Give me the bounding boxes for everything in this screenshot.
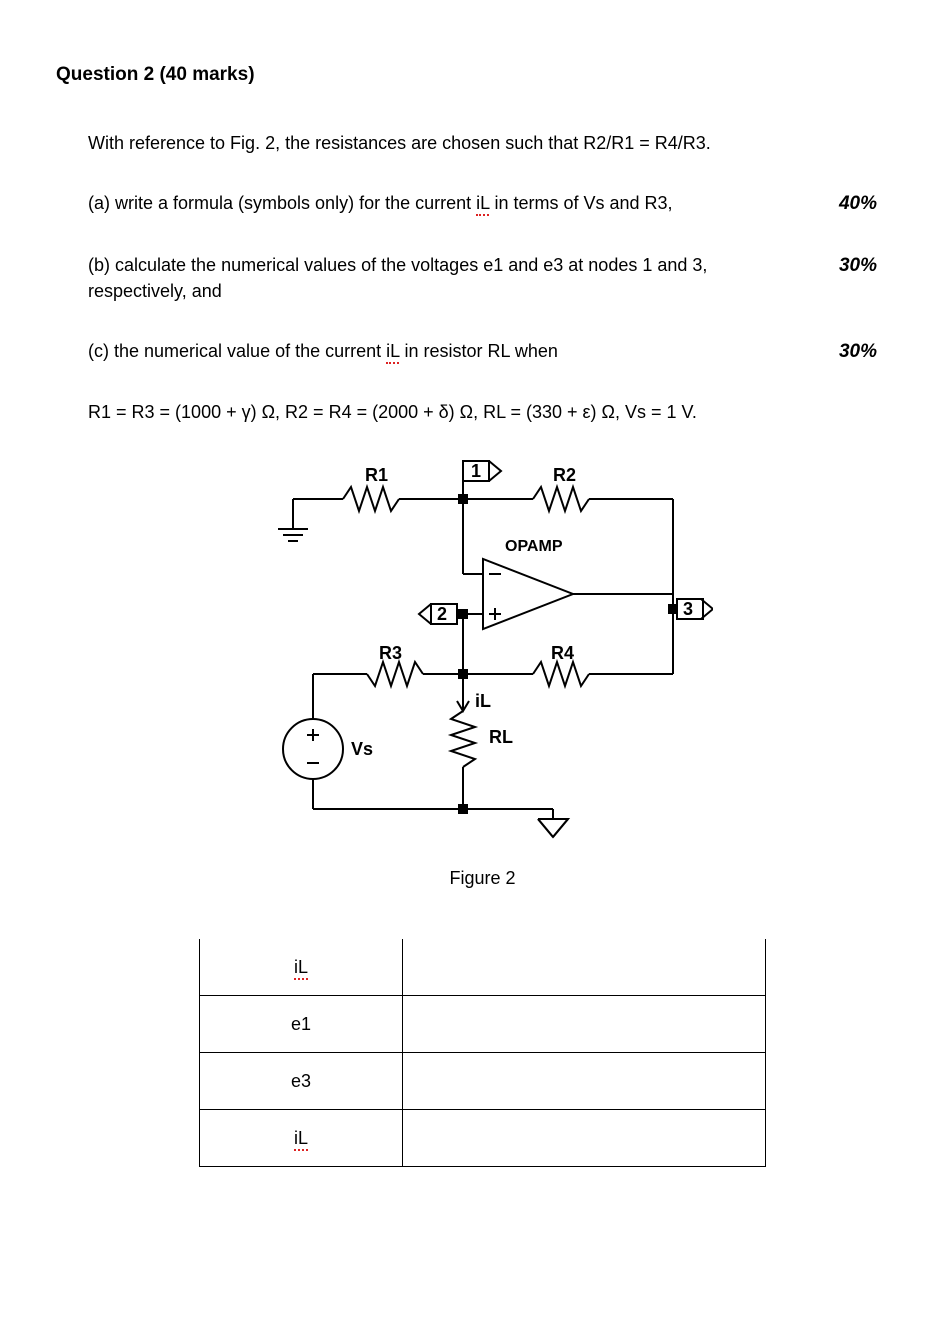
table-row: e1 xyxy=(200,995,766,1052)
table-row: e3 xyxy=(200,1052,766,1109)
page: Question 2 (40 marks) With reference to … xyxy=(0,0,933,1320)
label-node2: 2 xyxy=(437,604,447,624)
intro-paragraph: With reference to Fig. 2, the resistance… xyxy=(88,130,877,156)
figure-wrap: R1 R2 R3 R4 RL Vs iL OPAMP 1 2 3 Figure … xyxy=(88,459,877,890)
label-opamp: OPAMP xyxy=(505,538,563,555)
part-b-prefix: (b) calculate the numerical values of th… xyxy=(88,255,707,301)
part-c-il: iL xyxy=(386,341,399,364)
part-c-text: (c) the numerical value of the current i… xyxy=(88,338,831,364)
answer-table: iL e1 e3 iL xyxy=(199,939,766,1167)
part-a-percent: 40% xyxy=(839,190,877,218)
part-c-prefix: (c) the numerical value of the current xyxy=(88,341,386,361)
part-a-text: (a) write a formula (symbols only) for t… xyxy=(88,190,831,216)
part-c-percent: 30% xyxy=(839,338,877,366)
part-a-suffix: in terms of Vs and R3, xyxy=(489,193,672,213)
label-vs: Vs xyxy=(351,739,373,759)
label-rl: RL xyxy=(489,727,513,747)
figure-caption: Figure 2 xyxy=(88,865,877,891)
part-a-row: (a) write a formula (symbols only) for t… xyxy=(88,190,877,218)
row3-label: iL xyxy=(200,1109,403,1166)
part-b-percent: 30% xyxy=(839,252,877,280)
label-r2: R2 xyxy=(553,465,576,485)
table-row: iL xyxy=(200,939,766,996)
label-node1: 1 xyxy=(471,461,481,481)
part-a-prefix: (a) write a formula (symbols only) for t… xyxy=(88,193,476,213)
row0-label: iL xyxy=(200,939,403,996)
part-b-row: (b) calculate the numerical values of th… xyxy=(88,252,877,304)
given-values: R1 = R3 = (1000 + γ) Ω, R2 = R4 = (2000 … xyxy=(88,399,877,425)
row1-label: e1 xyxy=(200,995,403,1052)
label-il: iL xyxy=(475,691,491,711)
table-row: iL xyxy=(200,1109,766,1166)
question-heading: Question 2 (40 marks) xyxy=(56,64,877,86)
row2-label: e3 xyxy=(200,1052,403,1109)
label-r3: R3 xyxy=(379,643,402,663)
part-b-text: (b) calculate the numerical values of th… xyxy=(88,252,831,304)
row3-value xyxy=(403,1109,766,1166)
row1-value xyxy=(403,995,766,1052)
row2-value xyxy=(403,1052,766,1109)
circuit-diagram: R1 R2 R3 R4 RL Vs iL OPAMP 1 2 3 xyxy=(253,459,713,839)
part-c-suffix: in resistor RL when xyxy=(399,341,557,361)
row0-value xyxy=(403,939,766,996)
question-body: With reference to Fig. 2, the resistance… xyxy=(88,130,877,1167)
label-r4: R4 xyxy=(551,643,574,663)
part-c-row: (c) the numerical value of the current i… xyxy=(88,338,877,366)
label-node3: 3 xyxy=(683,599,693,619)
part-a-il: iL xyxy=(476,193,489,216)
label-r1: R1 xyxy=(365,465,388,485)
